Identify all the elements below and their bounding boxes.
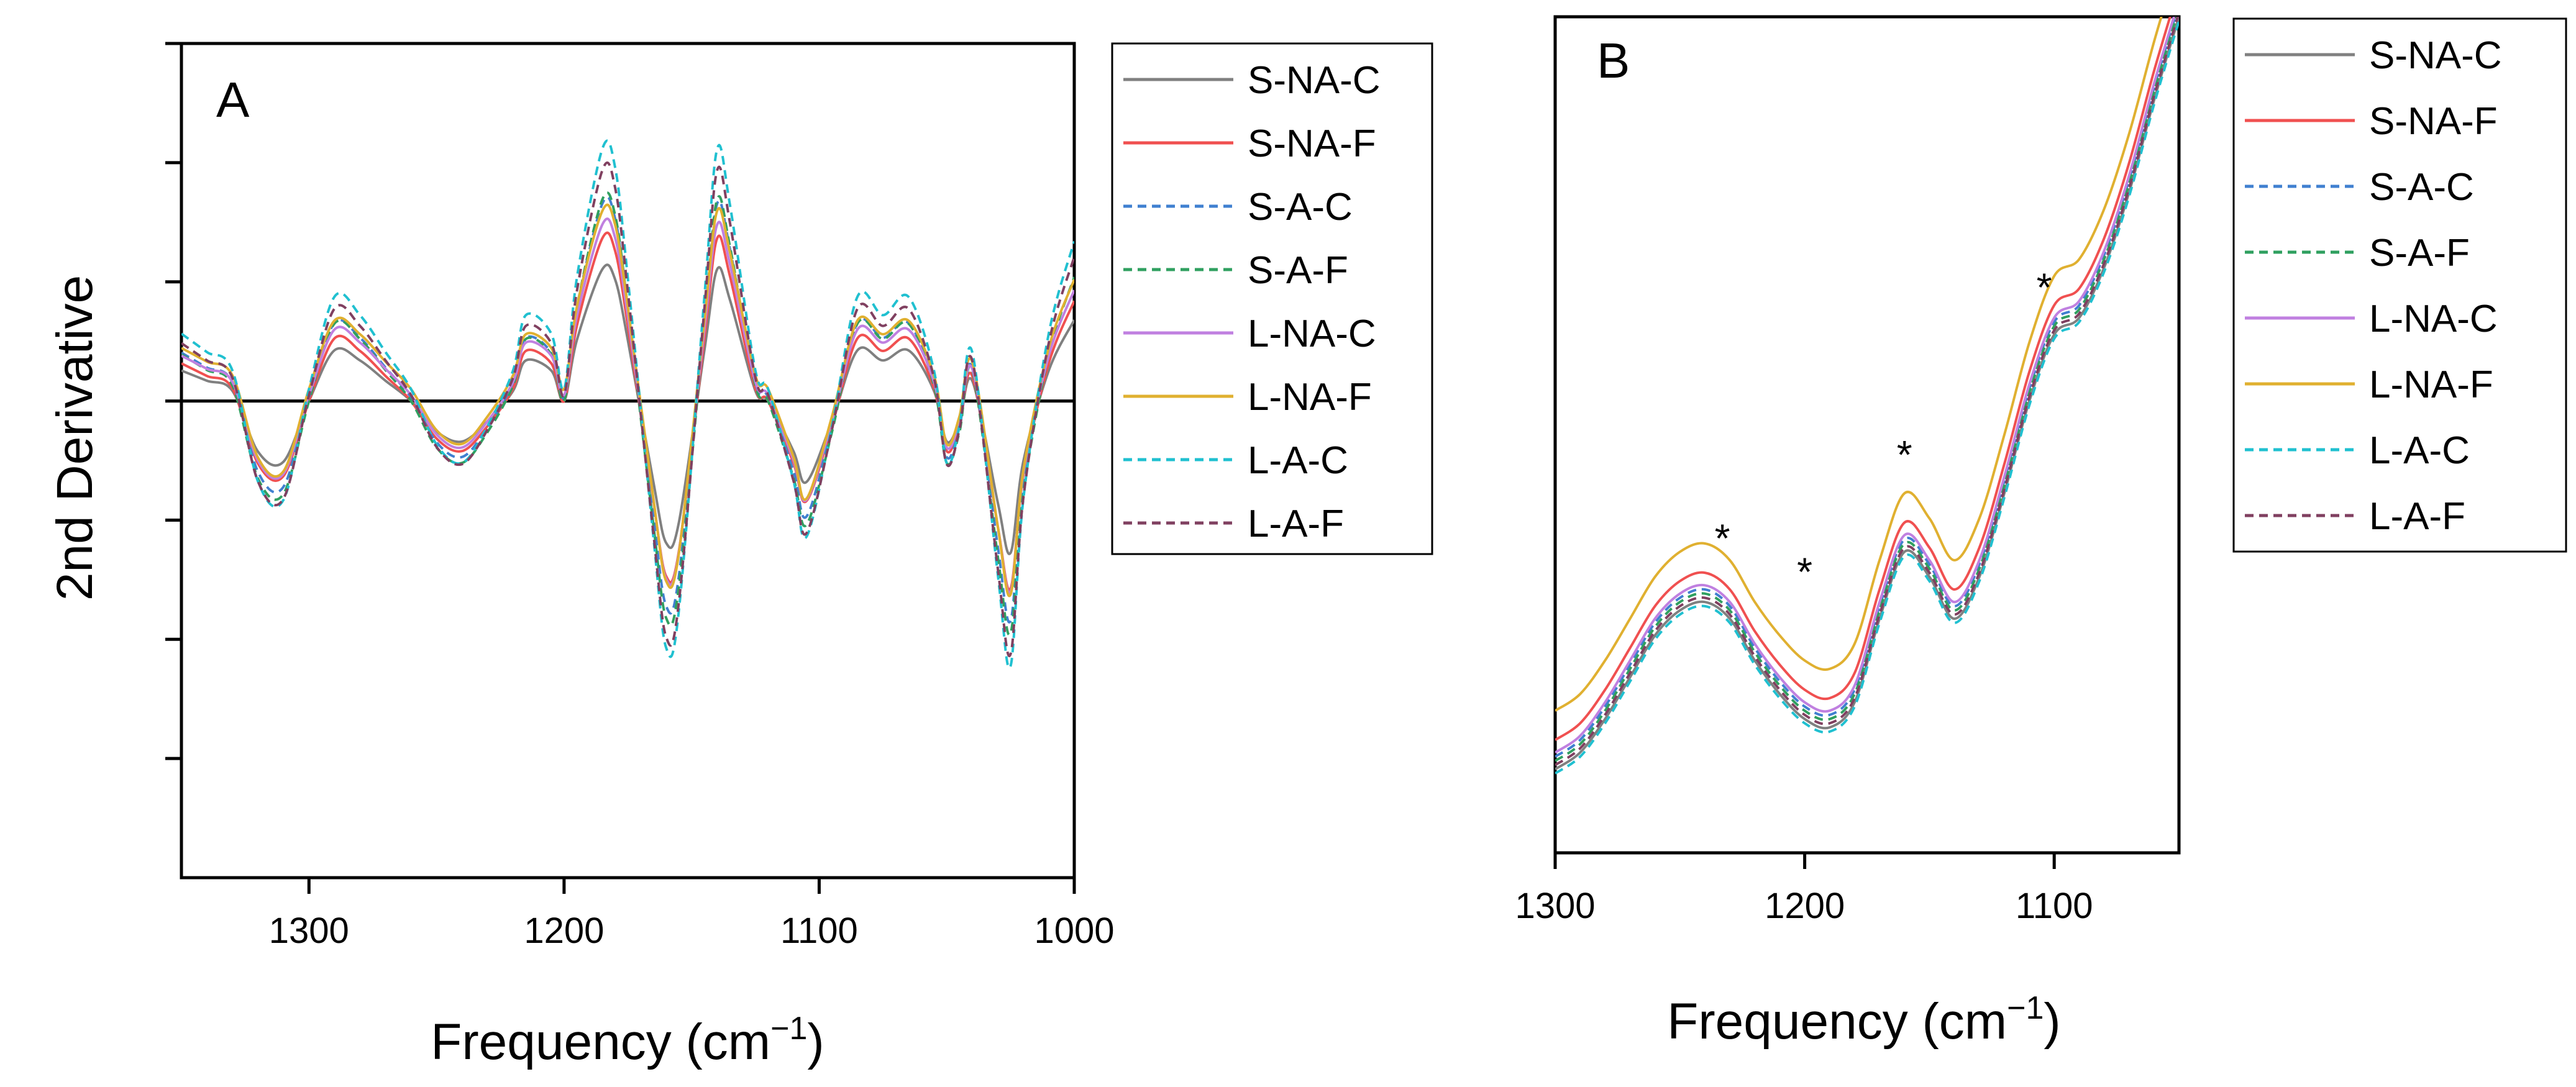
panel-b-legend-label: L-NA-C: [2369, 298, 2498, 340]
panel-a: 1300 1200 1100 1000 A 2nd Derivative Freque…: [47, 42, 1433, 1070]
panel-a-ylabel: 2nd Derivative: [47, 275, 103, 601]
panel-b-annotation-star: *: [1797, 549, 1812, 594]
panel-b: 1300 1200 1100 * * * * B Frequency (cm−1) S-N…: [1515, 15, 2567, 1050]
panel-b-legend-label: L-A-C: [2369, 429, 2470, 472]
panel-b-plot-frame: [1553, 15, 2181, 855]
panel-b-legend-label: S-A-C: [2369, 166, 2474, 209]
panel-b-legend-label: S-NA-F: [2369, 100, 2498, 143]
panel-b-xlabel-close: ): [2044, 993, 2060, 1050]
panel-a-legend-label: L-A-F: [1248, 503, 1344, 545]
panel-a-xlabel-sup: −1: [770, 1011, 807, 1047]
panel-b-series-line-s-na-c: [1555, 17, 2179, 771]
panel-a-legend-label: L-A-C: [1248, 439, 1348, 482]
panel-a-legend: S-NA-C S-NA-F S-A-C S-A-F L-NA-C L-NA-F L-A-C L…: [1111, 42, 1433, 555]
panel-a-label: A: [216, 72, 250, 127]
panel-a-axes: 1300 1200 1100 1000: [165, 42, 1115, 951]
panel-a-series-line-l-a-f: [181, 161, 1074, 657]
panel-a-xlabel: Frequency (cm−1): [431, 1011, 824, 1070]
panel-a-x-tick-label: 1000: [1034, 911, 1114, 951]
panel-b-xlabel-sup: −1: [2007, 990, 2044, 1026]
panel-a-legend-label: S-A-F: [1248, 249, 1348, 292]
panel-b-annotation-star: *: [1715, 516, 1730, 560]
panel-a-plot-frame: [180, 42, 1076, 880]
panel-b-annotation-star: *: [2037, 265, 2052, 310]
panel-b-legend-label: L-NA-F: [2369, 363, 2493, 406]
panel-b-x-tick-label: 1200: [1765, 886, 1845, 926]
panel-a-series-line-l-a-c: [181, 139, 1074, 670]
panel-b-xlabel-text: Frequency (cm: [1667, 993, 2007, 1050]
panel-b-xlabel: Frequency (cm−1): [1667, 990, 2060, 1050]
panel-b-series-line-l-a-f: [1555, 17, 2179, 766]
panel-b-legend-box: [2232, 17, 2567, 553]
panel-a-x-tick-label: 1200: [524, 911, 604, 951]
panel-a-series: [181, 139, 1074, 670]
panel-b-annotation-star: *: [1897, 432, 1912, 477]
panel-b-series-line-s-a-c: [1555, 17, 2176, 758]
panel-a-xlabel-text: Frequency (cm: [431, 1014, 770, 1070]
panel-b-annotations: * * * *: [1715, 265, 2052, 594]
panel-a-x-tick-label: 1100: [780, 911, 858, 951]
panel-a-xlabel-close: ): [807, 1014, 824, 1070]
panel-b-series-line-l-na-f: [1555, 17, 2163, 712]
panel-a-legend-label: S-NA-C: [1248, 59, 1381, 102]
panel-a-legend-label: S-NA-F: [1248, 122, 1376, 165]
panel-a-legend-label: S-A-C: [1248, 186, 1353, 229]
panel-b-x-tick-label: 1300: [1515, 886, 1595, 926]
panel-b-label: B: [1597, 33, 1630, 88]
panel-a-legend-box: [1111, 42, 1433, 555]
panel-b-series-line-s-na-f: [1555, 17, 2172, 741]
panel-b-series-line-l-na-c: [1555, 17, 2175, 754]
panel-b-legend-label: S-NA-C: [2369, 34, 2502, 77]
panel-a-legend-label: L-NA-F: [1248, 376, 1372, 419]
panel-b-legend-label: S-A-F: [2369, 232, 2470, 275]
panel-b-series-line-l-a-c: [1555, 20, 2179, 775]
panel-b-x-tick-label: 1100: [2016, 886, 2093, 926]
panel-a-x-tick-label: 1300: [269, 911, 349, 951]
panel-b-axes: 1300 1200 1100: [1515, 853, 2093, 926]
panel-b-series-line-s-a-f: [1555, 17, 2178, 762]
panel-a-legend-label: L-NA-C: [1248, 312, 1376, 355]
panel-b-legend: S-NA-C S-NA-F S-A-C S-A-F L-NA-C L-NA-F L-A-C L…: [2232, 17, 2567, 553]
panel-b-series: [1555, 17, 2179, 775]
panel-b-legend-label: L-A-F: [2369, 495, 2465, 538]
